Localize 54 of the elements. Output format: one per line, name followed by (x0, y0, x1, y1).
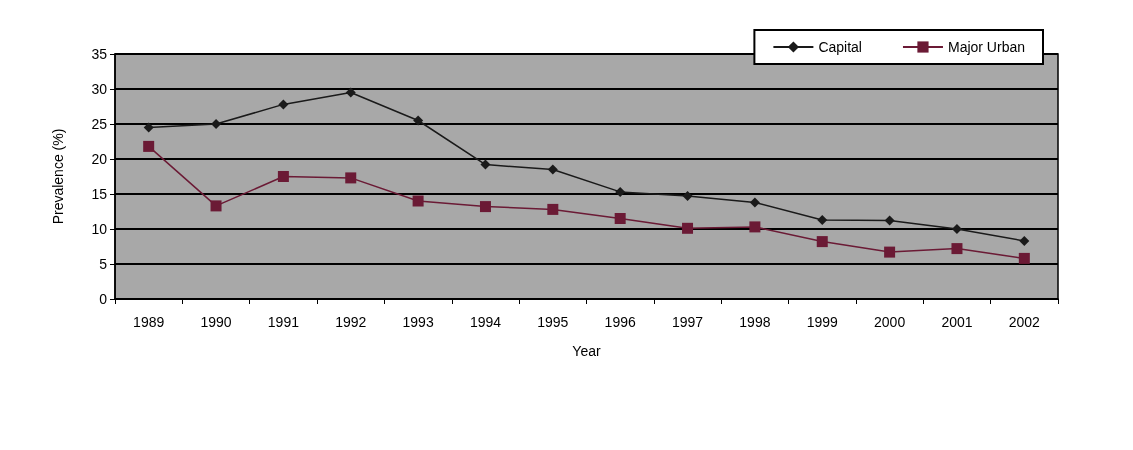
x-tick-label: 2001 (941, 314, 973, 330)
point (682, 222, 694, 234)
y-tick-label: 25 (91, 116, 108, 132)
point (413, 115, 424, 126)
point (345, 87, 356, 98)
point (143, 122, 154, 133)
x-tick-label: 1989 (133, 314, 165, 330)
x-tick-label: 1991 (267, 314, 300, 330)
point (1018, 252, 1030, 264)
point (412, 195, 424, 207)
point (615, 186, 626, 197)
point (277, 171, 289, 182)
point (951, 224, 962, 234)
point (143, 140, 155, 152)
y-tick-label: 10 (91, 221, 108, 237)
x-tick-label: 1992 (335, 314, 367, 330)
x-tick-label: 2002 (1008, 314, 1041, 330)
y-tick-label: 35 (91, 46, 108, 62)
point (278, 99, 289, 110)
y-tick-label: 30 (91, 81, 108, 97)
x-tick-label: 1995 (537, 314, 569, 330)
point (210, 200, 222, 212)
x-tick-label: 1997 (671, 314, 704, 330)
x-tick-label: 1990 (200, 314, 232, 330)
point (817, 214, 828, 225)
point (480, 159, 491, 170)
point (749, 221, 761, 233)
point (749, 197, 760, 208)
point (682, 191, 693, 202)
point (211, 119, 222, 129)
y-axis-title: Prevalence (%) (50, 128, 66, 225)
point (884, 246, 896, 258)
x-tick-label: 2000 (874, 314, 906, 330)
x-tick-label: 1996 (604, 314, 636, 330)
point (816, 236, 828, 248)
point (547, 164, 558, 175)
legend-label: Capital (818, 39, 862, 55)
x-tick-label: 1999 (806, 314, 839, 330)
point (951, 243, 963, 255)
point (884, 215, 895, 226)
x-axis-title: Year (572, 343, 601, 359)
point (547, 203, 559, 215)
point (479, 201, 491, 213)
y-tick-label: 5 (99, 256, 108, 272)
point (1019, 235, 1030, 246)
y-tick-label: 20 (91, 151, 108, 167)
x-tick-label: 1993 (402, 314, 434, 330)
point (345, 172, 357, 184)
x-tick-label: 1998 (739, 314, 771, 330)
legend-label: Major Urban (947, 39, 1025, 55)
point (614, 213, 626, 224)
y-tick-label: 0 (99, 291, 108, 307)
x-tick-label: 1994 (469, 314, 502, 330)
y-tick-label: 15 (91, 186, 108, 202)
